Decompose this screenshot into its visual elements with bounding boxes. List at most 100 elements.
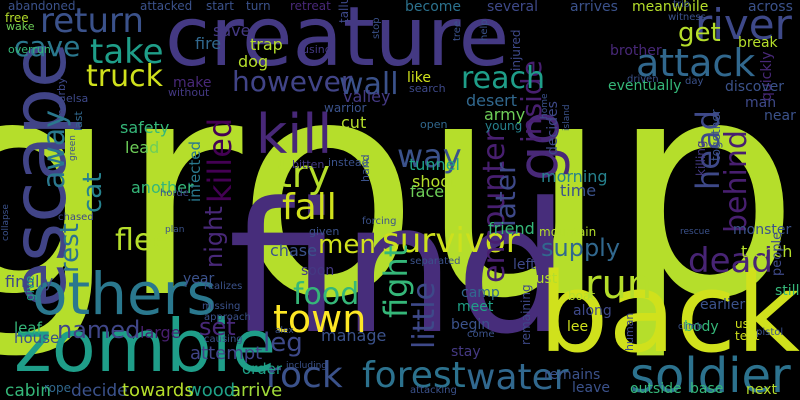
word-wake: wake — [6, 20, 35, 33]
word-valley: valley — [343, 87, 391, 106]
word-food: food — [293, 277, 360, 312]
word-together: together — [709, 109, 723, 162]
word-tent: tent — [735, 329, 760, 343]
word-boat: boat — [568, 289, 596, 303]
word-cat: cat — [78, 172, 108, 213]
word-away: away — [37, 109, 72, 189]
word-plan: plan — [165, 225, 185, 235]
word-pistol: pistol — [756, 327, 784, 338]
word-missing: missing — [202, 301, 241, 312]
word-instead: instead — [328, 156, 369, 169]
word-outside: outside — [630, 381, 682, 397]
word-truck: truck — [86, 59, 163, 94]
word-way: way — [397, 137, 462, 175]
word-alex: alex — [275, 326, 294, 336]
word-brother: brother — [610, 43, 662, 59]
word-still: still — [775, 283, 800, 299]
word-friend: friend — [488, 219, 535, 238]
word-witness: witness — [668, 12, 706, 23]
word-eventually: eventually — [608, 78, 682, 94]
word-night: night — [200, 206, 228, 269]
word-discover: discover — [725, 79, 784, 95]
word-body: body — [684, 319, 719, 335]
word-left: left — [513, 257, 536, 273]
word-mountain: mountain — [539, 225, 597, 239]
word-chased: chased — [58, 212, 94, 223]
word-attacking: attacking — [410, 385, 457, 396]
word-free: free — [5, 11, 29, 25]
word-get: get — [678, 18, 721, 48]
word-meet: meet — [457, 299, 494, 315]
word-become: become — [405, 0, 462, 15]
word-attempt: attempt — [190, 343, 263, 364]
word-river: river — [695, 0, 792, 49]
word-elsa: elsa — [66, 92, 89, 105]
word-causing: causing — [204, 334, 243, 345]
word-lee: lee — [567, 319, 589, 335]
word-without: without — [168, 86, 210, 99]
word-horde: horde — [160, 188, 189, 199]
word-soldier: soldier — [630, 348, 791, 400]
word-others: others — [32, 260, 217, 328]
word-rope: rope — [44, 381, 72, 395]
word-wood: wood — [187, 380, 236, 400]
word-soon: soon — [301, 263, 335, 279]
word-reach: reach — [461, 61, 546, 96]
word-cut: cut — [341, 113, 367, 132]
word-time: time — [560, 181, 597, 200]
word-hand: hand — [359, 154, 372, 183]
word-break: break — [738, 35, 778, 51]
word-take: take — [90, 32, 164, 72]
word-retreat: retreat — [290, 0, 331, 13]
word-attacked: attacked — [140, 0, 193, 13]
word-return: return — [40, 1, 144, 41]
word-find: find — [228, 165, 570, 374]
word-climb: climb — [678, 322, 703, 332]
word-water: water — [466, 357, 569, 398]
word-rest: rest — [55, 222, 85, 273]
word-abandoned: abandoned — [8, 0, 76, 13]
word-set: set — [199, 313, 236, 341]
word-chase: chase — [270, 241, 317, 260]
word-collapse: collapse — [1, 203, 11, 241]
word-face: face — [410, 182, 445, 201]
word-stay: stay — [451, 344, 481, 360]
word-however: however — [232, 65, 353, 98]
word-forest: forest — [362, 355, 466, 396]
word-use: use — [735, 317, 757, 331]
word-later: later — [489, 162, 522, 227]
word-leaf: leaf — [14, 319, 42, 337]
word-monster: monster — [733, 222, 792, 238]
word-safety: safety — [120, 118, 170, 137]
word-across: across — [748, 0, 793, 15]
word-begin: begin — [451, 317, 491, 333]
word-morning: morning — [541, 167, 608, 186]
word-run: run — [585, 262, 653, 308]
word-order: order — [242, 360, 282, 378]
word-driven: driven — [627, 74, 659, 85]
word-killing: killing — [694, 140, 708, 177]
word-stop: stop — [371, 17, 382, 39]
word-warrior: warrior — [324, 101, 367, 115]
word-start: start — [206, 0, 234, 13]
word-camp: camp — [461, 285, 500, 301]
word-men: men — [318, 230, 376, 260]
word-search: search — [409, 82, 446, 95]
word-open: open — [420, 118, 448, 131]
word-arrive: arrive — [230, 380, 283, 400]
word-wall: wall — [339, 67, 399, 102]
word-leave: leave — [572, 380, 610, 396]
word-leg: leg — [263, 328, 303, 358]
word-shoot: shoot — [412, 172, 457, 191]
word-injured: injured — [509, 29, 523, 72]
word-dead: dead — [688, 241, 773, 281]
word-back: back — [538, 249, 800, 377]
word-separated: separated — [410, 256, 461, 267]
word-green: green — [68, 134, 78, 161]
word-little: little — [407, 282, 442, 349]
word-rescue: rescue — [680, 227, 710, 237]
word-arrives: arrives — [570, 0, 618, 15]
word-towards: towards — [122, 380, 194, 400]
word-dog: dog — [238, 52, 269, 71]
